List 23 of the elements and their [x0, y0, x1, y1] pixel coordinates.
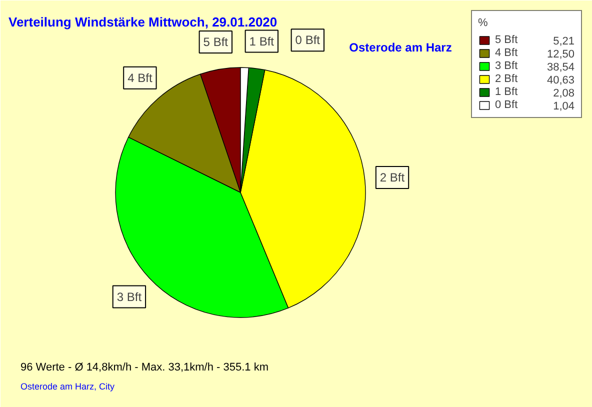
text: 96 Werte - Ø 14,8km/h - Max. 33,1km/h - 355.1 km [20, 362, 268, 374]
slice-label: 2 Bft [380, 170, 406, 185]
legend-label: 0 Bft [495, 99, 518, 111]
data-label: 2,08 [553, 88, 575, 100]
data-label: 1,04 [553, 100, 575, 112]
legend-label: 1 Bft [495, 86, 518, 98]
legend-label: 5 Bft [495, 34, 518, 46]
data-label: 38,54 [546, 62, 575, 74]
slice-label: 1 Bft [249, 34, 275, 48]
text: Osterode am Harz [349, 40, 452, 54]
legend-label: 3 Bft [495, 60, 518, 72]
data-label: 5,21 [553, 36, 575, 48]
legend-label: 4 Bft [495, 47, 518, 59]
category-label: 0 Bft [295, 33, 320, 48]
data-label: 40,63 [546, 74, 575, 86]
legend-label: 2 Bft [495, 73, 518, 85]
data-label: 12,50 [546, 48, 575, 60]
legend-title: % [478, 17, 489, 29]
slice-label: 4 Bft [128, 70, 153, 85]
text: Osterode am Harz, City [20, 382, 116, 392]
chart-title: Verteilung Windstärke Mittwoch, 29.01.2020 [8, 14, 278, 30]
slice-label: 5 Bft [203, 35, 229, 50]
slice-label: 3 Bft [116, 290, 142, 304]
